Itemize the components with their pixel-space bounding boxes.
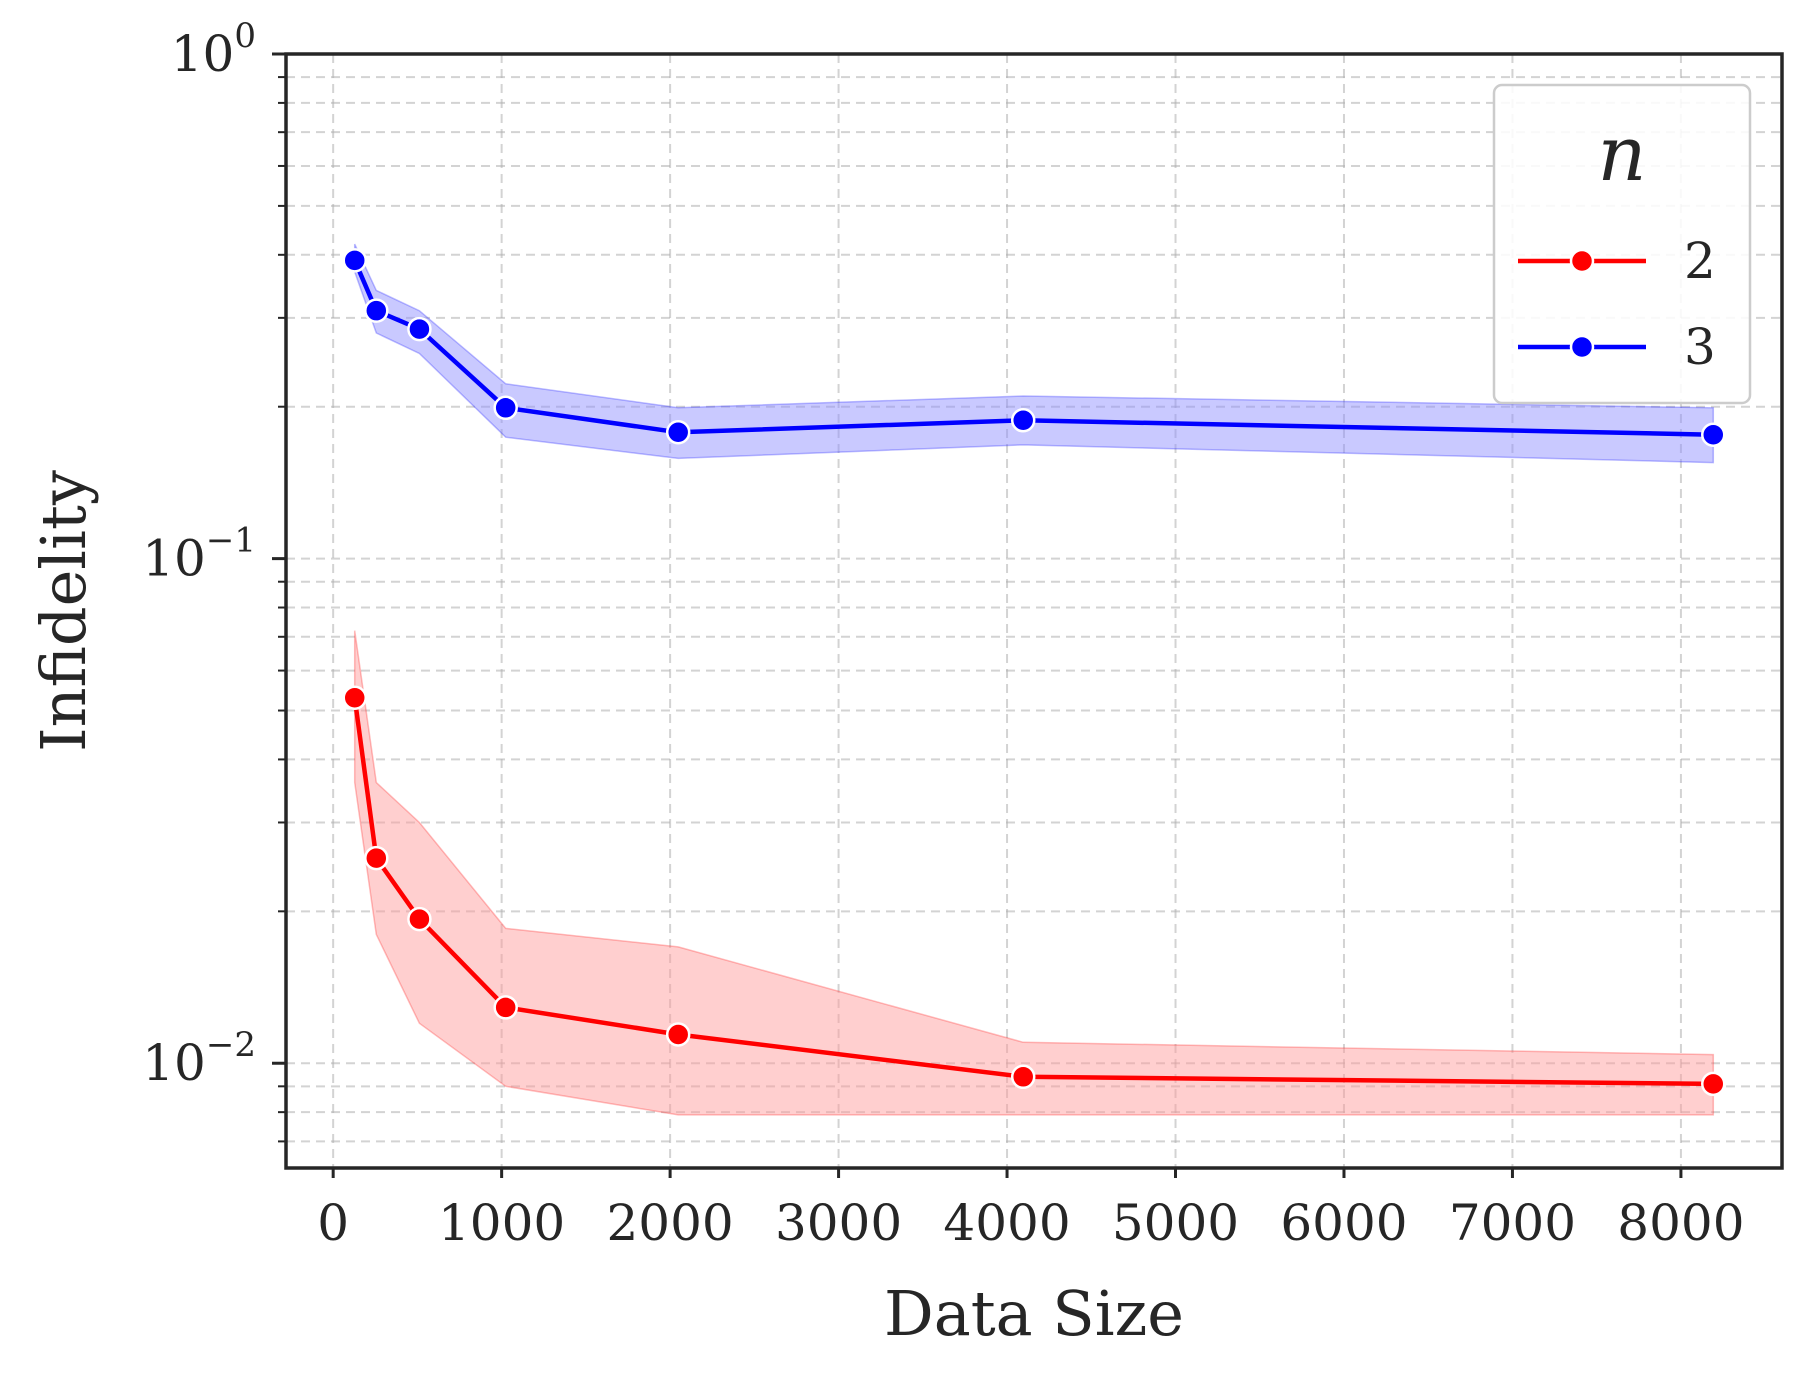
legend-marker-n2 — [1569, 248, 1595, 274]
x-tick-label: 5000 — [1112, 1194, 1239, 1252]
data-point-n3 — [665, 420, 691, 445]
x-tick-label: 3000 — [775, 1194, 902, 1252]
data-point-n2 — [1701, 1071, 1726, 1097]
x-tick-label: 4000 — [943, 1194, 1070, 1252]
data-point-n2 — [665, 1022, 691, 1047]
legend-box — [1492, 83, 1752, 405]
legend-marker-n3 — [1569, 334, 1595, 360]
y-tick-label: 10−2 — [142, 1025, 256, 1092]
legend-label-n2: 2 — [1684, 232, 1716, 290]
plot-frame — [284, 52, 1784, 1170]
x-tick-label: 6000 — [1280, 1194, 1407, 1252]
x-tick-label: 8000 — [1617, 1194, 1744, 1252]
confidence-band-n2 — [353, 630, 1715, 1116]
x-axis-title: Data Size — [884, 1277, 1184, 1350]
data-point-n3 — [1010, 408, 1036, 433]
x-tick-label: 0 — [317, 1194, 349, 1252]
legend: n 23 — [1492, 83, 1752, 405]
x-tick-label: 1000 — [438, 1194, 565, 1252]
x-tick-label: 7000 — [1449, 1194, 1576, 1252]
data-point-n3 — [407, 316, 432, 342]
data-point-n2 — [407, 906, 432, 932]
data-point-n3 — [493, 395, 518, 421]
data-point-n2 — [1010, 1064, 1036, 1090]
confidence-bands — [353, 243, 1715, 1116]
data-point-n2 — [493, 995, 518, 1020]
series-points — [342, 248, 1726, 1097]
x-tick-label: 2000 — [606, 1194, 733, 1252]
confidence-band-n3 — [353, 243, 1715, 464]
legend-title: n — [1598, 109, 1647, 198]
axis-ticks: 0 1000 2000 3000 4000 5000 6000 7000 8000 100 10−1… — [142, 16, 1744, 1252]
data-point-n3 — [342, 248, 367, 273]
y-tick-label: 10−1 — [142, 521, 256, 588]
data-point-n3 — [364, 298, 389, 323]
data-point-n2 — [342, 685, 367, 711]
data-point-n3 — [1701, 422, 1726, 447]
legend-label-n3: 3 — [1684, 318, 1716, 376]
legend-items: 23 — [1518, 232, 1716, 376]
y-tick-label: 100 — [171, 16, 256, 83]
y-axis-title: Infidelity — [27, 470, 100, 752]
data-point-n2 — [364, 845, 389, 871]
